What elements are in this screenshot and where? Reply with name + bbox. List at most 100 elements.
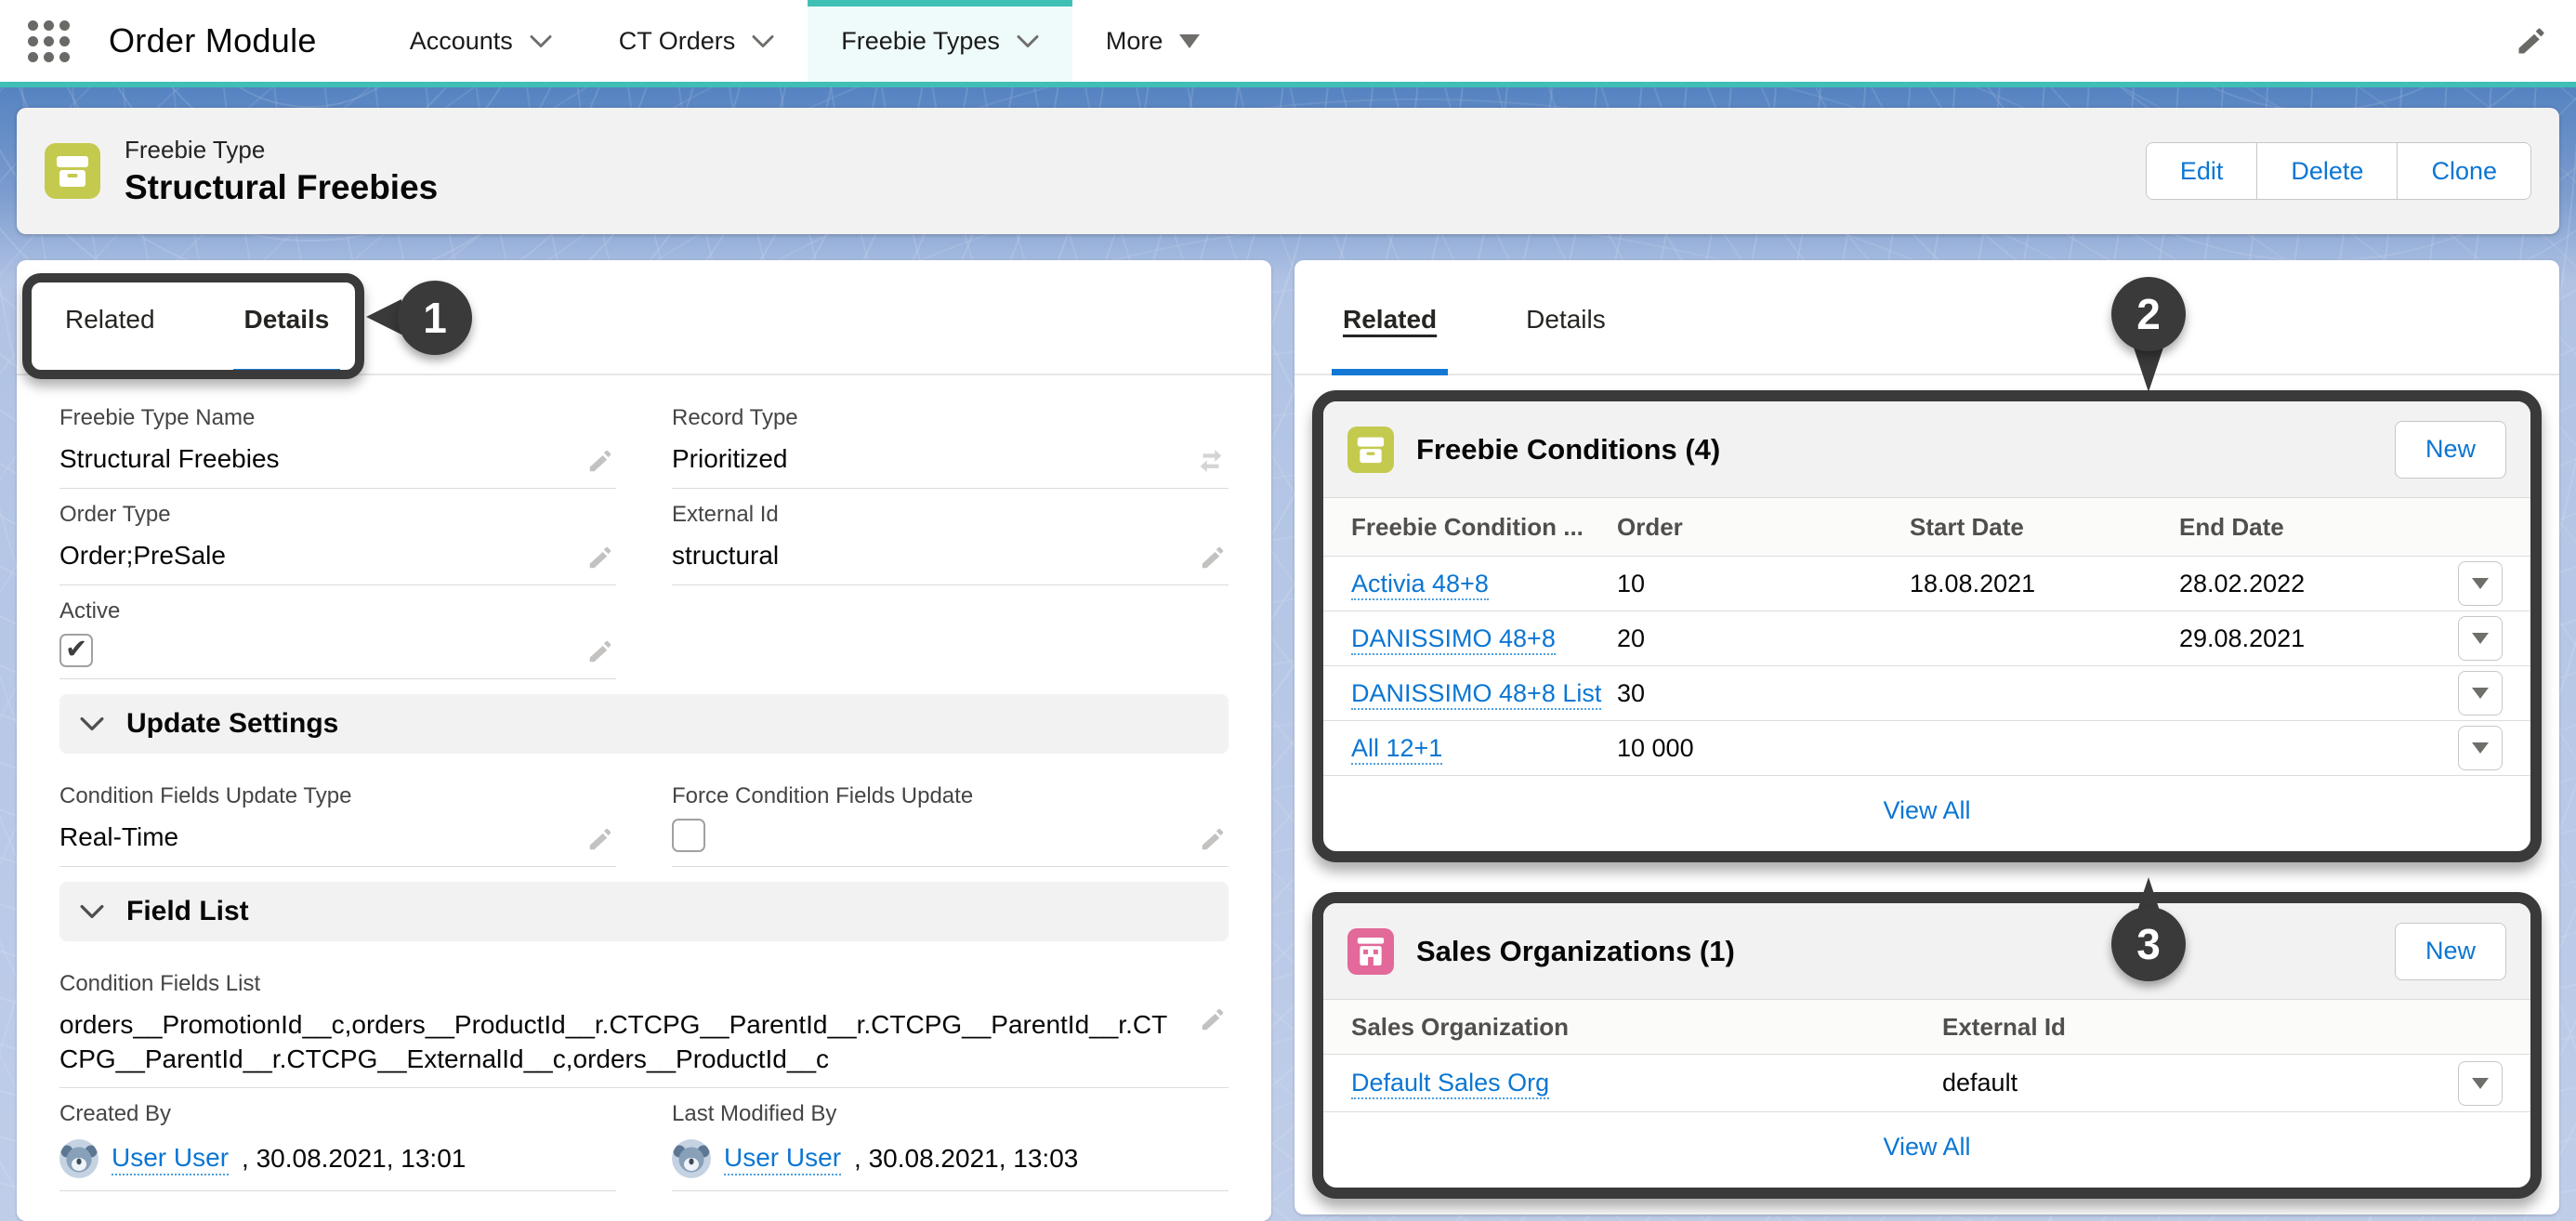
- field-label: External Id: [672, 502, 1186, 528]
- cell-end-date: 28.02.2022: [2179, 570, 2428, 598]
- section-title: Field List: [126, 896, 249, 927]
- field-label: Condition Fields Update Type: [59, 783, 573, 809]
- change-record-type-icon[interactable]: [1195, 443, 1227, 475]
- tab-details-right[interactable]: Details: [1520, 305, 1611, 374]
- table-row: DANISSIMO 48+8 20 29.08.2021: [1323, 610, 2530, 665]
- last-modified-datetime: , 30.08.2021, 13:03: [854, 1144, 1078, 1174]
- tab-related-left[interactable]: Related: [59, 305, 161, 374]
- field-condition-fields-list: Condition Fields List orders__PromotionI…: [59, 958, 1229, 1088]
- triangle-down-icon: [1179, 34, 1200, 48]
- field-record-type: Record Type Prioritized: [672, 392, 1229, 489]
- column-header: Sales Organization: [1351, 1013, 1942, 1042]
- field-empty: [672, 585, 1229, 679]
- column-header: Start Date: [1910, 513, 2179, 542]
- sales-organizations-column-headers: Sales Organization External Id: [1323, 1000, 2530, 1054]
- section-field-list[interactable]: Field List: [59, 882, 1229, 941]
- app-launcher-icon[interactable]: [28, 20, 70, 62]
- table-row: Default Sales Org default: [1323, 1054, 2530, 1111]
- tab-related-right[interactable]: Related: [1337, 305, 1442, 374]
- details-panel-tabs: Related Details: [17, 260, 1271, 375]
- chevron-down-icon[interactable]: [752, 34, 774, 48]
- related-panel-tabs: Related Details: [1295, 260, 2559, 375]
- edit-button[interactable]: Edit: [2147, 143, 2257, 199]
- field-label: Order Type: [59, 502, 573, 528]
- tab-details-left[interactable]: Details: [239, 305, 335, 374]
- related-panel: Related Details Freebie Conditions (4) N…: [1295, 260, 2559, 1214]
- new-freebie-condition-button[interactable]: New: [2395, 421, 2506, 479]
- field-last-modified-by: Last Modified By User User, 30.08.2021, …: [672, 1088, 1229, 1191]
- freebie-condition-link[interactable]: All 12+1: [1351, 734, 1442, 765]
- nav-tab-label: Freebie Types: [841, 27, 1000, 56]
- nav-tab-ct-orders[interactable]: CT Orders: [585, 0, 808, 82]
- chevron-down-icon[interactable]: [1017, 34, 1039, 48]
- field-value: Real-Time: [59, 820, 573, 855]
- row-actions-button[interactable]: [2458, 671, 2503, 716]
- field-active: Active: [59, 585, 616, 679]
- freebie-condition-link[interactable]: DANISSIMO 48+8: [1351, 624, 1556, 655]
- inline-edit-pencil-icon[interactable]: [586, 544, 614, 571]
- user-avatar-icon[interactable]: [59, 1139, 99, 1178]
- sales-organizations-view-all: View All: [1323, 1111, 2530, 1188]
- clone-button[interactable]: Clone: [2397, 143, 2530, 199]
- cell-order: 10 000: [1617, 734, 1910, 763]
- field-value: Prioritized: [672, 441, 1186, 477]
- field-freebie-type-name: Freebie Type Name Structural Freebies: [59, 392, 616, 489]
- column-header: External Id: [1942, 1013, 2428, 1042]
- sales-organization-link[interactable]: Default Sales Org: [1351, 1069, 1549, 1099]
- last-modified-by-user-link[interactable]: User User: [724, 1143, 841, 1175]
- detail-fields: Freebie Type Name Structural Freebies Re…: [17, 375, 1271, 679]
- table-row: Activia 48+8 10 18.08.2021 28.02.2022: [1323, 556, 2530, 610]
- triangle-down-icon: [2472, 1078, 2489, 1089]
- view-all-link[interactable]: View All: [1883, 1133, 1970, 1162]
- inline-edit-pencil-icon[interactable]: [1199, 825, 1227, 853]
- record-title: Structural Freebies: [125, 168, 438, 207]
- nav-tab-more[interactable]: More: [1072, 0, 1234, 82]
- freebie-conditions-view-all: View All: [1323, 775, 2530, 851]
- row-actions-button[interactable]: [2458, 726, 2503, 770]
- new-sales-organization-button[interactable]: New: [2395, 923, 2506, 980]
- inline-edit-pencil-icon[interactable]: [586, 447, 614, 475]
- field-label: Active: [59, 598, 573, 624]
- delete-button[interactable]: Delete: [2256, 143, 2397, 199]
- sales-organization-object-icon: [1347, 928, 1394, 975]
- view-all-link[interactable]: View All: [1883, 796, 1970, 825]
- nav-tab-label: Accounts: [410, 27, 513, 56]
- inline-edit-pencil-icon[interactable]: [586, 825, 614, 853]
- freebie-conditions-card: Freebie Conditions (4) New Freebie Condi…: [1312, 390, 2542, 862]
- freebie-condition-link[interactable]: DANISSIMO 48+8 List: [1351, 679, 1601, 710]
- table-row: All 12+1 10 000: [1323, 720, 2530, 775]
- freebie-conditions-header: Freebie Conditions (4) New: [1323, 401, 2530, 498]
- section-chevron-icon[interactable]: [80, 904, 104, 919]
- nav-tab-freebie-types[interactable]: Freebie Types: [808, 0, 1072, 82]
- callout-1-tail: [366, 299, 401, 335]
- nav-tab-label: More: [1106, 27, 1163, 56]
- callout-balloon-3: 3: [2111, 907, 2186, 981]
- column-header: Freebie Condition ...: [1351, 513, 1617, 542]
- user-avatar-icon[interactable]: [672, 1139, 711, 1178]
- nav-tab-label: CT Orders: [619, 27, 736, 56]
- freebie-condition-link[interactable]: Activia 48+8: [1351, 570, 1489, 600]
- inline-edit-pencil-icon[interactable]: [1199, 1005, 1227, 1033]
- record-actions: Edit Delete Clone: [2146, 142, 2531, 200]
- edit-page-pencil-icon[interactable]: [2515, 24, 2548, 58]
- created-by-user-link[interactable]: User User: [112, 1143, 229, 1175]
- nav-tab-accounts[interactable]: Accounts: [376, 0, 585, 82]
- page: Order Module Accounts CT Orders Freebie …: [0, 0, 2576, 1221]
- inline-edit-pencil-icon[interactable]: [586, 637, 614, 665]
- field-force-condition-fields-update: Force Condition Fields Update: [672, 770, 1229, 867]
- field-condition-fields-update-type: Condition Fields Update Type Real-Time: [59, 770, 616, 867]
- row-actions-button[interactable]: [2458, 1061, 2503, 1106]
- chevron-down-icon[interactable]: [530, 34, 552, 48]
- table-row: DANISSIMO 48+8 List 30: [1323, 665, 2530, 720]
- row-actions-button[interactable]: [2458, 561, 2503, 606]
- section-update-settings[interactable]: Update Settings: [59, 694, 1229, 754]
- row-actions-button[interactable]: [2458, 616, 2503, 661]
- cell-order: 10: [1617, 570, 1910, 598]
- inline-edit-pencil-icon[interactable]: [1199, 544, 1227, 571]
- global-nav: Order Module Accounts CT Orders Freebie …: [0, 0, 2576, 87]
- field-external-id: External Id structural: [672, 489, 1229, 585]
- field-value: Order;PreSale: [59, 538, 573, 573]
- last-modified-by-value: User User , 30.08.2021, 13:03: [672, 1138, 1186, 1179]
- column-header: End Date: [2179, 513, 2428, 542]
- section-chevron-icon[interactable]: [80, 716, 104, 731]
